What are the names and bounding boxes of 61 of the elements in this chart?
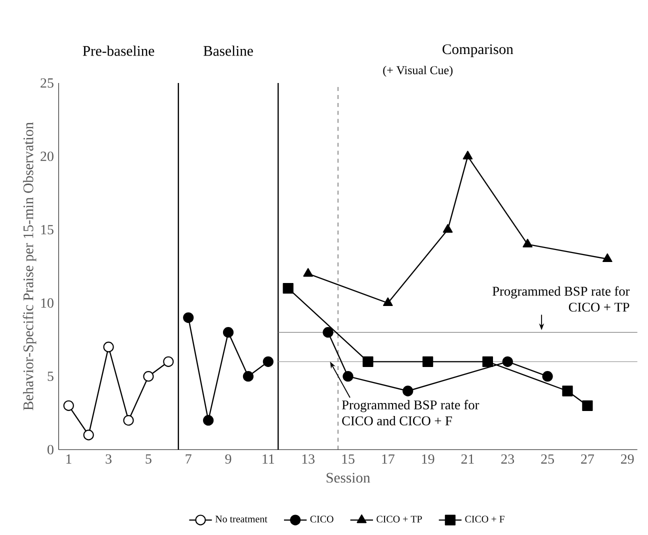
y-tick-label: 20 (40, 152, 54, 162)
x-tick-label: 23 (501, 454, 514, 464)
point (262, 356, 274, 367)
point (103, 342, 114, 352)
legend-label: CICO (310, 516, 334, 522)
point (322, 327, 334, 338)
text: Comparison (442, 44, 514, 58)
x-tick-label: 9 (225, 454, 232, 464)
x-axis-title: Session (326, 472, 370, 483)
legend-label: CICO + F (465, 516, 504, 522)
y-tick-label: 15 (41, 224, 54, 234)
point (602, 253, 612, 262)
y-tick-label: 10 (41, 298, 54, 308)
x-tick-label: 27 (581, 454, 594, 464)
y-tick-label: 5 (48, 372, 54, 381)
text: (+ Visual Cue) (383, 66, 453, 77)
x-tick-label: 15 (342, 454, 354, 464)
point (542, 371, 553, 382)
point (462, 150, 473, 160)
point (222, 327, 234, 338)
x-tick-label: 5 (146, 454, 152, 464)
legend-label: No treatment (215, 516, 268, 522)
point (203, 415, 214, 426)
x-tick-label: 11 (262, 454, 274, 464)
x-tick-label: 25 (541, 454, 554, 464)
point (123, 415, 134, 426)
point (83, 430, 94, 440)
x-tick-label: 7 (186, 454, 192, 464)
annotation: Programmed BSP rate for CICO and CICO + F (342, 400, 480, 426)
point (183, 312, 194, 323)
point (522, 238, 532, 248)
point (362, 356, 374, 367)
point (582, 400, 593, 411)
point (163, 356, 174, 367)
point (502, 356, 513, 367)
point (63, 400, 74, 411)
point (342, 371, 354, 382)
point (402, 386, 414, 396)
legend-label: CICO + TP (376, 516, 422, 522)
y-axis-title: Behavior-Specific Praise per 15-min Observation (22, 122, 36, 410)
point (442, 224, 453, 233)
y-tick-label: 0 (48, 444, 54, 454)
x-tick-label: 21 (461, 454, 474, 464)
point (482, 356, 493, 367)
point (143, 371, 154, 382)
y-tick-label: 25 (40, 78, 54, 88)
x-tick-label: 29 (620, 454, 634, 464)
x-tick-label: 1 (66, 454, 72, 464)
point (562, 386, 573, 396)
x-tick-label: 17 (382, 454, 394, 464)
point (422, 356, 434, 367)
x-tick-label: 19 (422, 454, 434, 464)
point (303, 268, 313, 277)
point (242, 371, 254, 382)
point (383, 297, 393, 306)
x-tick-label: 13 (302, 454, 315, 464)
annotation: Programmed BSP rate for CICO + TP (492, 286, 630, 312)
text: Pre-baseline (82, 46, 154, 56)
point (282, 283, 294, 294)
x-tick-label: 3 (106, 454, 112, 464)
text: Baseline (204, 46, 253, 56)
